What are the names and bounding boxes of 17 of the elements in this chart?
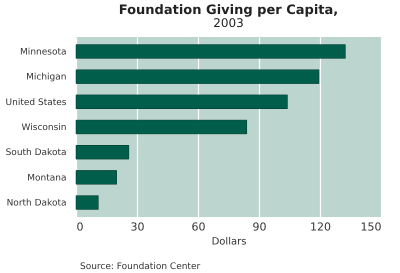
y-tick-label: United States [6,98,67,108]
x-tick-label: 0 [76,220,84,234]
y-tick-label: Michigan [26,72,66,83]
x-tick-label: 90 [252,220,266,234]
chart-title: Foundation Giving per Capita, [118,3,338,18]
x-axis-title: Dollars [212,236,246,248]
y-tick-label: Montana [27,173,66,184]
source-note: Source: Foundation Center [80,262,202,272]
y-tick-label: Minnesota [20,47,66,58]
y-tick-label: Wisconsin [22,123,66,133]
chart-subtitle: 2003 [213,16,244,30]
x-tick-label: 150 [360,220,382,234]
x-tick-label: 120 [310,220,331,234]
x-tick-label: 60 [192,220,206,234]
y-tick-label: North Dakota [6,198,66,209]
y-tick-label: South Dakota [6,148,66,158]
x-tick-label: 30 [130,220,144,234]
